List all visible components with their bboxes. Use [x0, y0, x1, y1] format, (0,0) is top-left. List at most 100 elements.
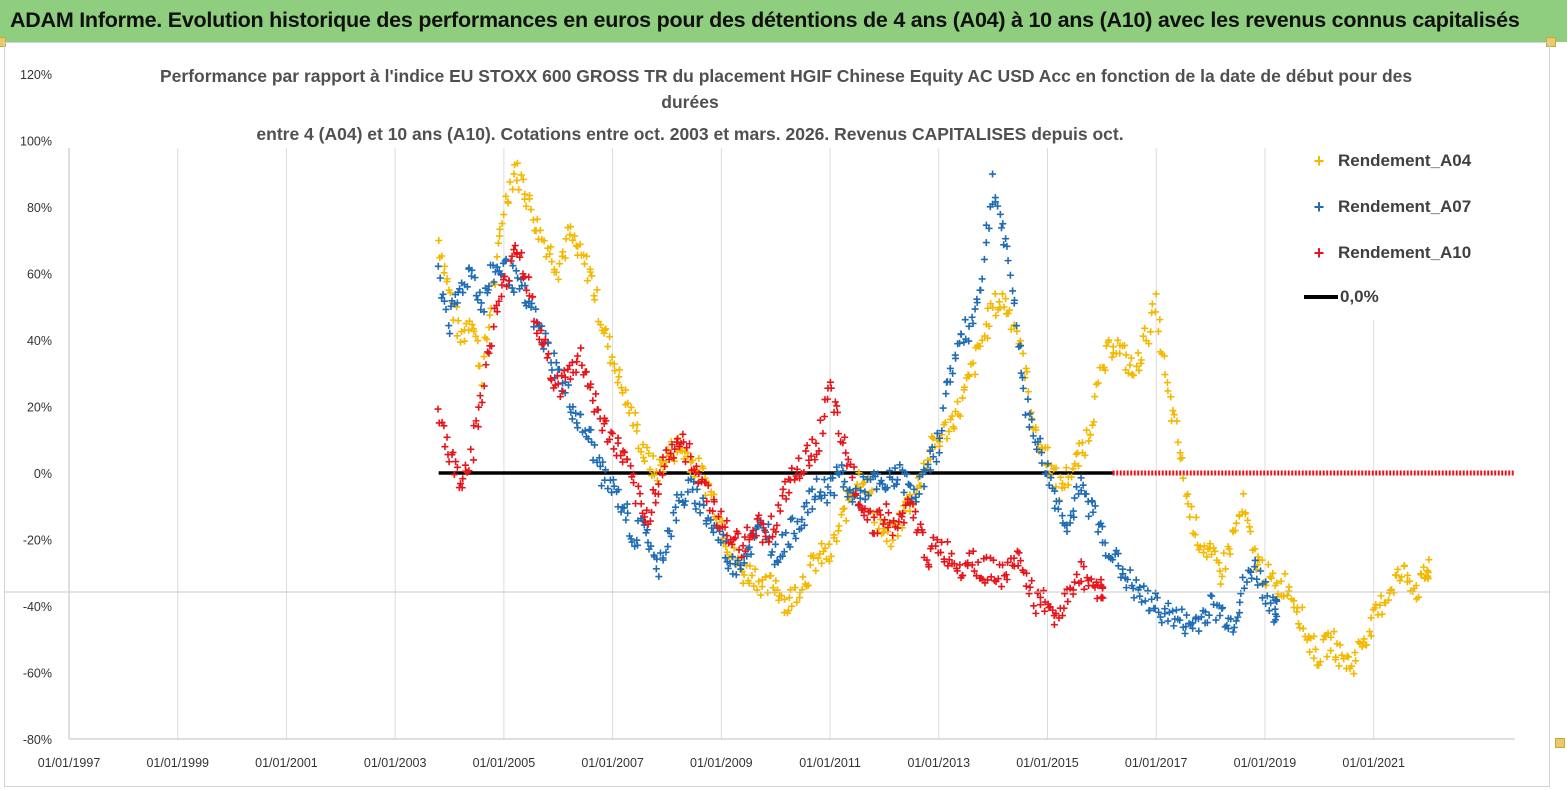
legend-item-zero[interactable]: 0,0% — [1304, 282, 1379, 312]
data-point-rendement_a10 — [648, 508, 656, 516]
data-point-rendement_a07 — [1101, 539, 1109, 547]
data-point-rendement_a10 — [772, 528, 780, 536]
data-point-rendement_a04 — [1173, 417, 1181, 425]
data-point-rendement_a10 — [753, 515, 761, 523]
data-point-rendement_a10 — [767, 512, 775, 520]
data-point-rendement_a10 — [919, 528, 927, 536]
data-point-rendement_a04 — [948, 412, 956, 420]
data-point-rendement_a04 — [622, 386, 630, 394]
data-point-rendement_a10 — [970, 567, 978, 575]
data-point-rendement_a04 — [996, 304, 1004, 312]
legend-item-a10[interactable]: + Rendement_A10 — [1308, 238, 1471, 268]
y-tick-label: 0% — [34, 467, 52, 481]
data-point-rendement_a07 — [1152, 589, 1160, 597]
x-tick-label: 01/01/2015 — [1016, 756, 1079, 770]
data-point-rendement_a10 — [488, 342, 496, 350]
y-tick-label: 40% — [27, 334, 52, 348]
data-point-rendement_a10 — [587, 380, 595, 388]
data-point-rendement_a07 — [989, 170, 997, 178]
data-point-rendement_a07 — [652, 565, 660, 573]
data-point-rendement_a07 — [826, 489, 834, 497]
data-point-rendement_a07 — [1164, 617, 1172, 625]
data-point-rendement_a04 — [1363, 641, 1371, 649]
chart-legend[interactable]: + Rendement_A04 + Rendement_A07 + Rendem… — [1280, 140, 1500, 320]
data-point-rendement_a10 — [503, 282, 511, 290]
data-point-rendement_a04 — [837, 511, 845, 519]
data-point-rendement_a10 — [445, 458, 453, 466]
data-point-rendement_a04 — [1022, 364, 1030, 372]
plus-marker-icon: + — [1313, 196, 1325, 217]
data-point-rendement_a10 — [540, 340, 548, 348]
data-point-rendement_a07 — [548, 366, 556, 374]
data-point-rendement_a07 — [1051, 487, 1059, 495]
data-point-rendement_a07 — [1183, 611, 1191, 619]
data-point-rendement_a10 — [516, 253, 524, 261]
data-point-rendement_a10 — [1052, 609, 1060, 617]
data-point-rendement_a07 — [445, 322, 453, 330]
resize-handle-bottom-right[interactable] — [1555, 738, 1565, 748]
data-point-rendement_a10 — [523, 286, 531, 294]
data-point-rendement_a10 — [743, 523, 751, 531]
data-point-rendement_a10 — [1077, 577, 1085, 585]
data-point-rendement_a07 — [1036, 435, 1044, 443]
data-point-rendement_a04 — [804, 581, 812, 589]
data-point-rendement_a07 — [1148, 595, 1156, 603]
legend-item-a04[interactable]: + Rendement_A04 — [1308, 146, 1471, 176]
data-point-rendement_a07 — [1158, 619, 1166, 627]
data-point-rendement_a07 — [857, 486, 865, 494]
data-point-rendement_a07 — [1267, 599, 1275, 607]
data-point-rendement_a07 — [1205, 611, 1213, 619]
chart-frame[interactable] — [4, 42, 1550, 787]
data-point-rendement_a07 — [926, 466, 934, 474]
data-point-rendement_a10 — [493, 301, 501, 309]
data-point-rendement_a10 — [833, 402, 841, 410]
data-point-rendement_a04 — [1192, 513, 1200, 521]
x-tick-label: 01/01/2017 — [1125, 756, 1188, 770]
data-point-rendement_a07 — [922, 467, 930, 475]
data-point-rendement_a04 — [1032, 423, 1040, 431]
y-tick-label: 120% — [20, 68, 52, 82]
data-point-rendement_a10 — [559, 387, 567, 395]
data-point-rendement_a07 — [1025, 423, 1033, 431]
data-point-rendement_a04 — [1295, 620, 1302, 628]
data-point-rendement_a04 — [1360, 635, 1368, 643]
data-point-rendement_a07 — [1169, 607, 1177, 615]
data-point-rendement_a10 — [495, 297, 503, 305]
data-point-rendement_a10 — [652, 499, 660, 507]
data-point-rendement_a07 — [434, 262, 442, 270]
data-point-rendement_a07 — [829, 474, 837, 482]
data-point-rendement_a07 — [879, 480, 887, 488]
data-point-rendement_a07 — [891, 464, 899, 472]
data-point-rendement_a07 — [604, 485, 612, 493]
data-point-rendement_a07 — [702, 520, 710, 528]
data-point-rendement_a10 — [1073, 570, 1081, 578]
data-point-rendement_a10 — [594, 406, 602, 414]
data-point-rendement_a04 — [1352, 657, 1360, 665]
data-point-rendement_a04 — [1188, 503, 1195, 511]
data-point-rendement_a10 — [654, 490, 662, 498]
data-point-rendement_a04 — [1239, 490, 1247, 498]
data-point-rendement_a07 — [1136, 592, 1144, 600]
data-point-rendement_a07 — [1119, 570, 1127, 578]
data-point-rendement_a04 — [868, 487, 876, 495]
data-point-rendement_a10 — [749, 527, 757, 535]
data-point-rendement_a07 — [721, 554, 729, 562]
data-point-rendement_a04 — [1335, 662, 1343, 670]
data-point-rendement_a07 — [599, 458, 607, 466]
data-point-rendement_a04 — [1378, 610, 1386, 618]
data-point-rendement_a07 — [719, 531, 727, 539]
legend-item-a07[interactable]: + Rendement_A07 — [1308, 192, 1471, 222]
data-point-rendement_a07 — [717, 539, 725, 547]
data-point-rendement_a10 — [856, 502, 864, 510]
data-point-rendement_a04 — [745, 579, 753, 587]
data-point-rendement_a10 — [639, 509, 647, 517]
data-point-rendement_a07 — [1029, 432, 1037, 440]
data-point-rendement_a04 — [1246, 528, 1254, 536]
data-point-rendement_a04 — [1211, 547, 1219, 555]
x-tick-label: 01/01/2021 — [1342, 756, 1405, 770]
data-point-rendement_a04 — [658, 457, 666, 465]
data-point-rendement_a10 — [1058, 612, 1066, 620]
data-point-rendement_a04 — [943, 435, 951, 443]
data-point-rendement_a10 — [802, 447, 810, 455]
data-point-rendement_a07 — [803, 499, 811, 507]
